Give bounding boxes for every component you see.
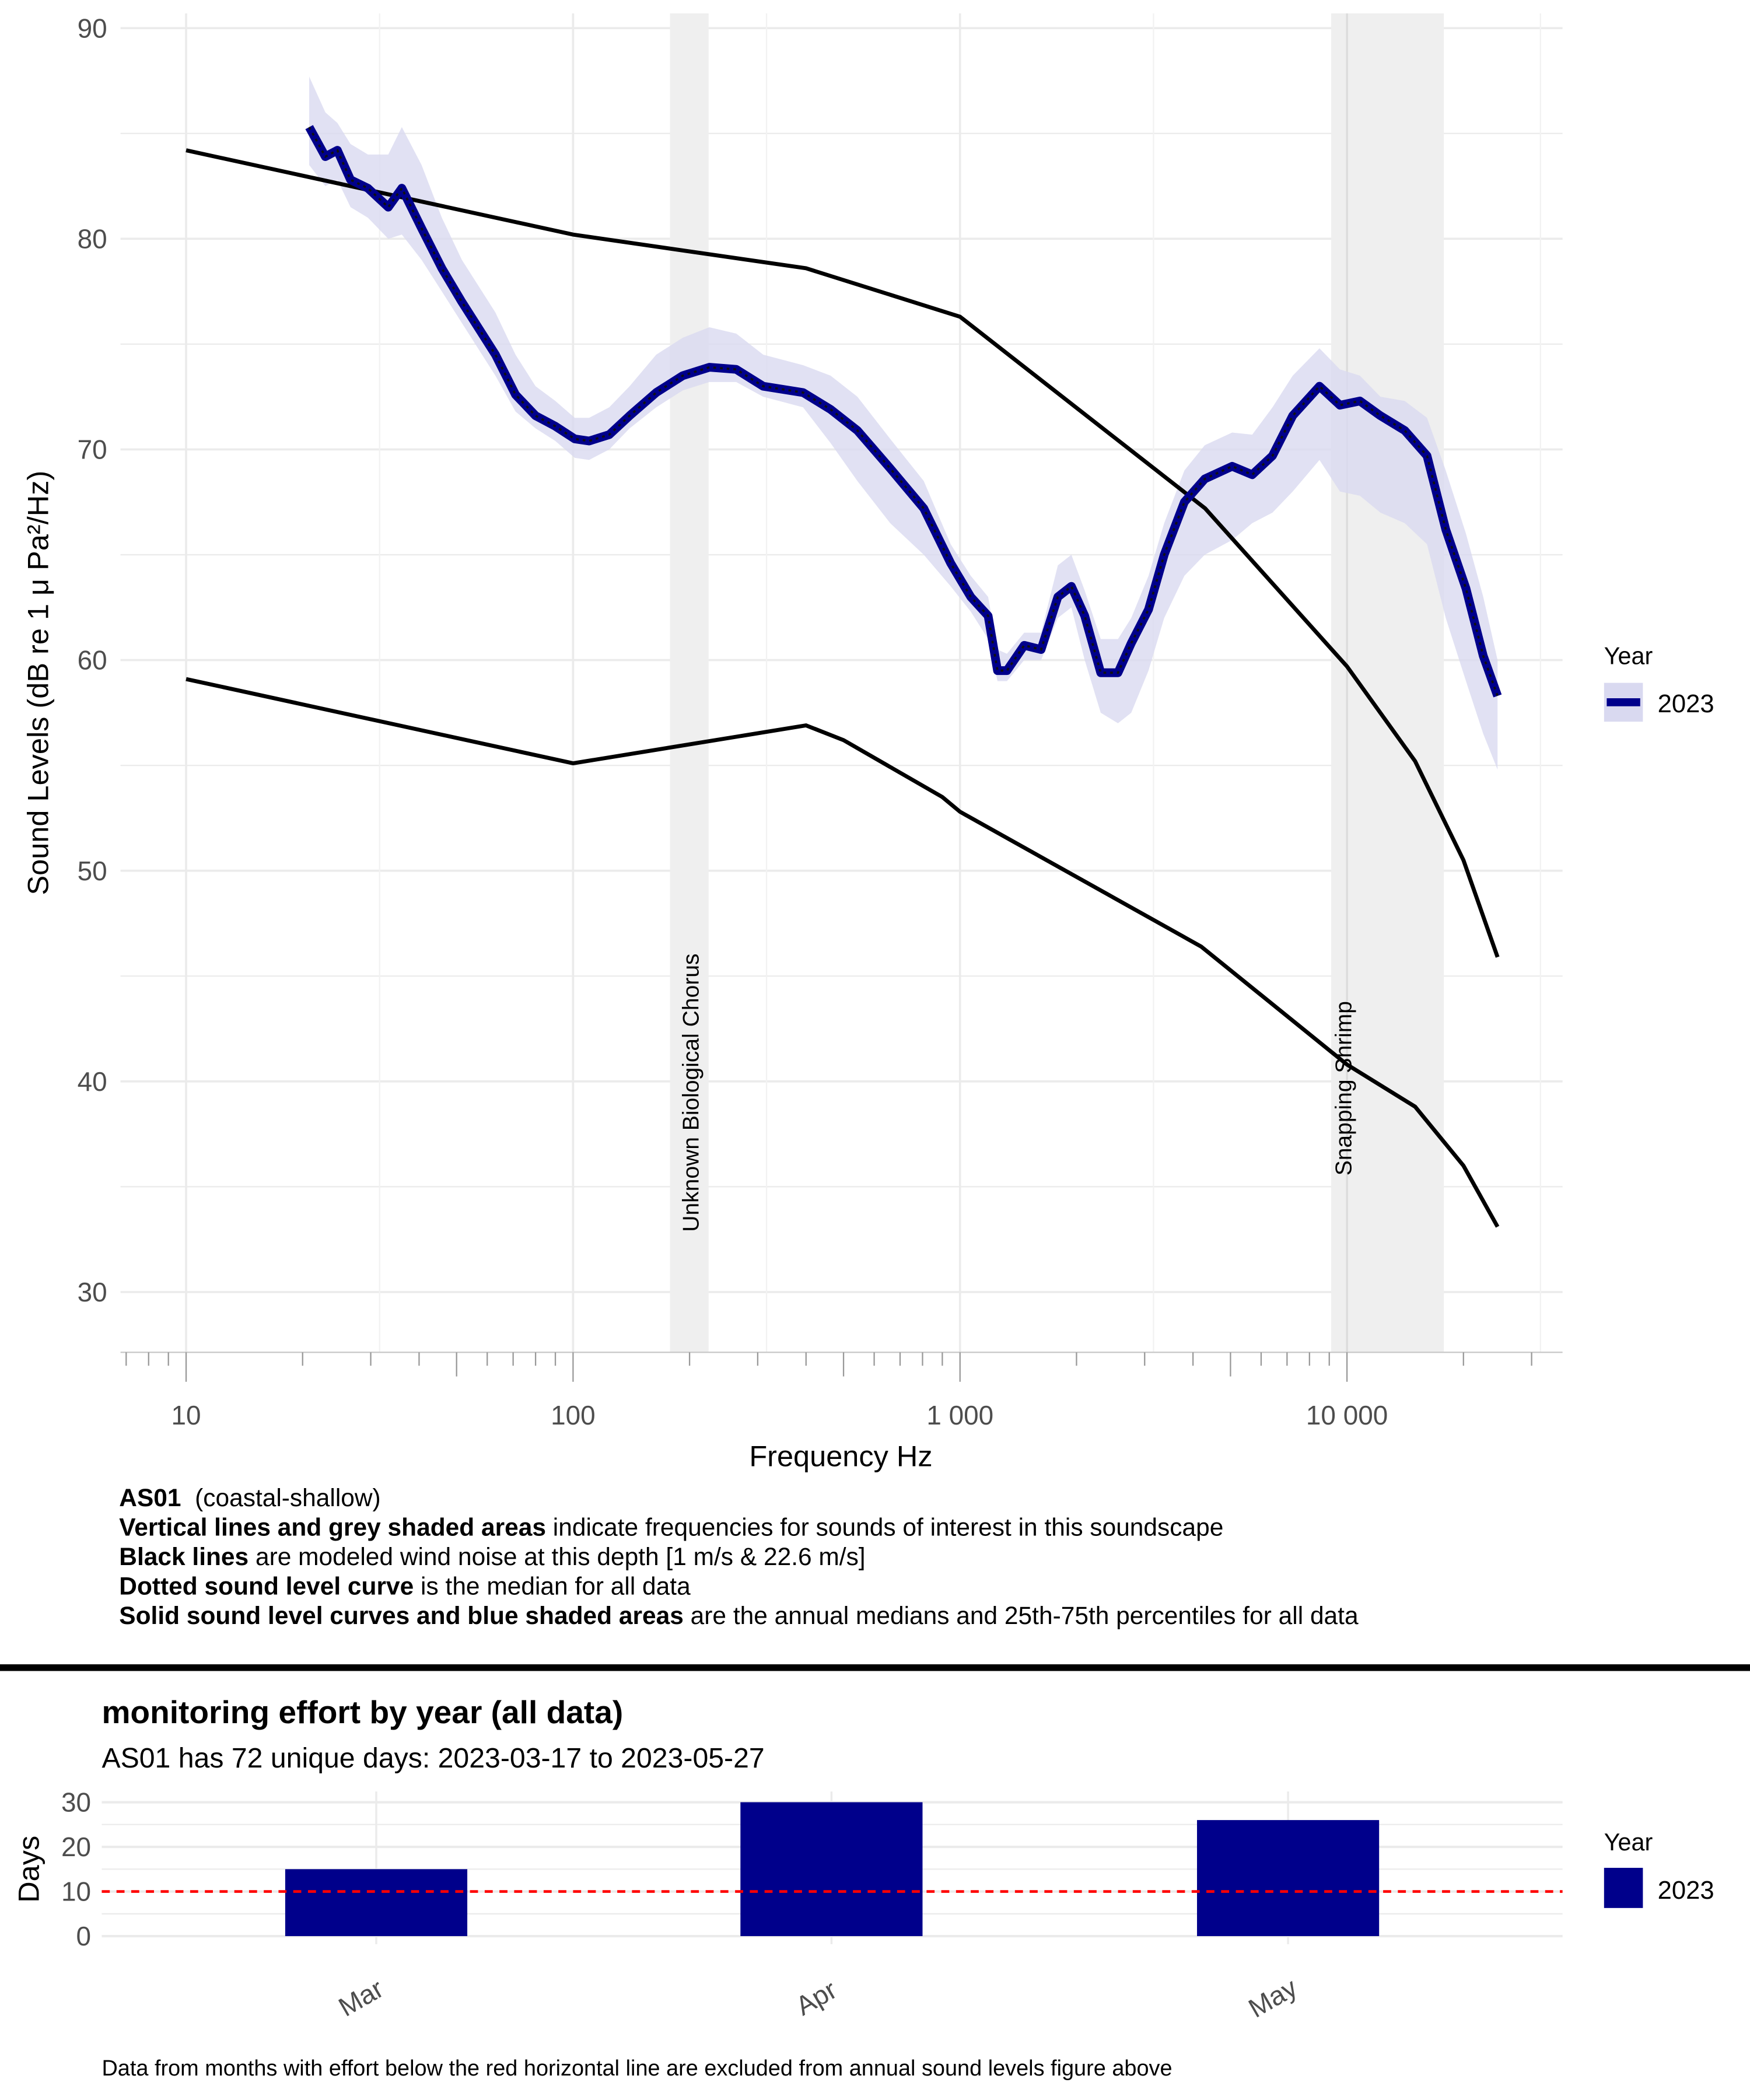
y-tick-label: 30 <box>61 1787 91 1818</box>
region-label: Snapping Shrimp <box>1331 1001 1356 1175</box>
note-line: Black lines are modeled wind noise at th… <box>119 1542 1358 1572</box>
effort-subtitle: AS01 has 72 unique days: 2023-03-17 to 2… <box>102 1743 765 1774</box>
note-text: (coastal-shallow) <box>181 1483 381 1512</box>
y-tick-label: 40 <box>78 1066 107 1097</box>
note-line: Vertical lines and grey shaded areas ind… <box>119 1513 1358 1542</box>
median-line-all-data <box>308 127 1499 696</box>
legend-label: 2023 <box>1658 1877 1714 1905</box>
note-line: Dotted sound level curve is the median f… <box>119 1572 1358 1601</box>
wind-noise-line <box>186 148 1500 958</box>
legend-label: 2023 <box>1658 690 1714 718</box>
x-axis-title: Frequency Hz <box>749 1439 932 1472</box>
x-tick-label: Apr <box>790 1974 842 2021</box>
y-axis-title: Sound Levels (dB re 1 μ Pa²/Hz) <box>22 471 55 895</box>
x-tick-label: 100 <box>551 1400 596 1430</box>
note-text: are the annual medians and 25th-75th per… <box>683 1601 1359 1630</box>
percentile-band <box>309 76 1498 770</box>
spectrum-chart: Unknown Biological Chorus Snapping Shrimp… <box>22 13 1714 1472</box>
y-tick-label: 70 <box>78 435 107 465</box>
y-tick-label: 50 <box>78 856 107 886</box>
note-bold: AS01 <box>119 1483 181 1512</box>
bar-apr <box>740 1802 923 1937</box>
y-axis-title: Days <box>12 1836 46 1903</box>
x-tick-label: 1 000 <box>926 1400 993 1430</box>
x-tick-label: Mar <box>333 1973 388 2022</box>
note-line: Solid sound level curves and blue shaded… <box>119 1601 1358 1630</box>
y-tick-label: 20 <box>61 1832 91 1862</box>
legend-key <box>1604 1867 1643 1908</box>
note-bold: Dotted sound level curve <box>119 1572 414 1600</box>
figure-notes: AS01 (coastal-shallow) Vertical lines an… <box>119 1483 1358 1630</box>
y-tick-label: 30 <box>78 1277 107 1307</box>
y-tick-label: 80 <box>78 223 107 254</box>
region-label: Unknown Biological Chorus <box>679 954 704 1232</box>
x-tick-label: 10 <box>172 1400 201 1430</box>
note-text: indicate frequencies for sounds of inter… <box>545 1513 1224 1541</box>
shaded-region <box>1331 13 1444 1353</box>
section-divider <box>0 1664 1750 1671</box>
note-bold: Solid sound level curves and blue shaded… <box>119 1601 684 1630</box>
note-text: is the median for all data <box>414 1572 691 1600</box>
note-bold: Vertical lines and grey shaded areas <box>119 1513 546 1541</box>
y-tick-label: 60 <box>78 645 107 676</box>
y-tick-label: 0 <box>76 1921 92 1951</box>
x-tick-label: May <box>1243 1972 1302 2023</box>
note-line: AS01 (coastal-shallow) <box>119 1483 1358 1513</box>
x-tick-label: 10 000 <box>1306 1400 1388 1430</box>
legend-title: Year <box>1604 642 1653 669</box>
y-tick-label: 90 <box>78 13 107 43</box>
effort-note: Data from months with effort below the r… <box>102 2056 1172 2081</box>
bar-may <box>1197 1820 1380 1937</box>
shaded-region <box>670 13 709 1353</box>
legend-title: Year <box>1604 1829 1653 1856</box>
note-text: are modeled wind noise at this depth [1 … <box>249 1542 866 1571</box>
bar-mar <box>285 1869 468 1937</box>
effort-title: monitoring effort by year (all data) <box>102 1695 624 1731</box>
y-tick-label: 10 <box>61 1877 91 1907</box>
note-bold: Black lines <box>119 1542 249 1571</box>
wind-noise-line <box>186 677 1500 1228</box>
